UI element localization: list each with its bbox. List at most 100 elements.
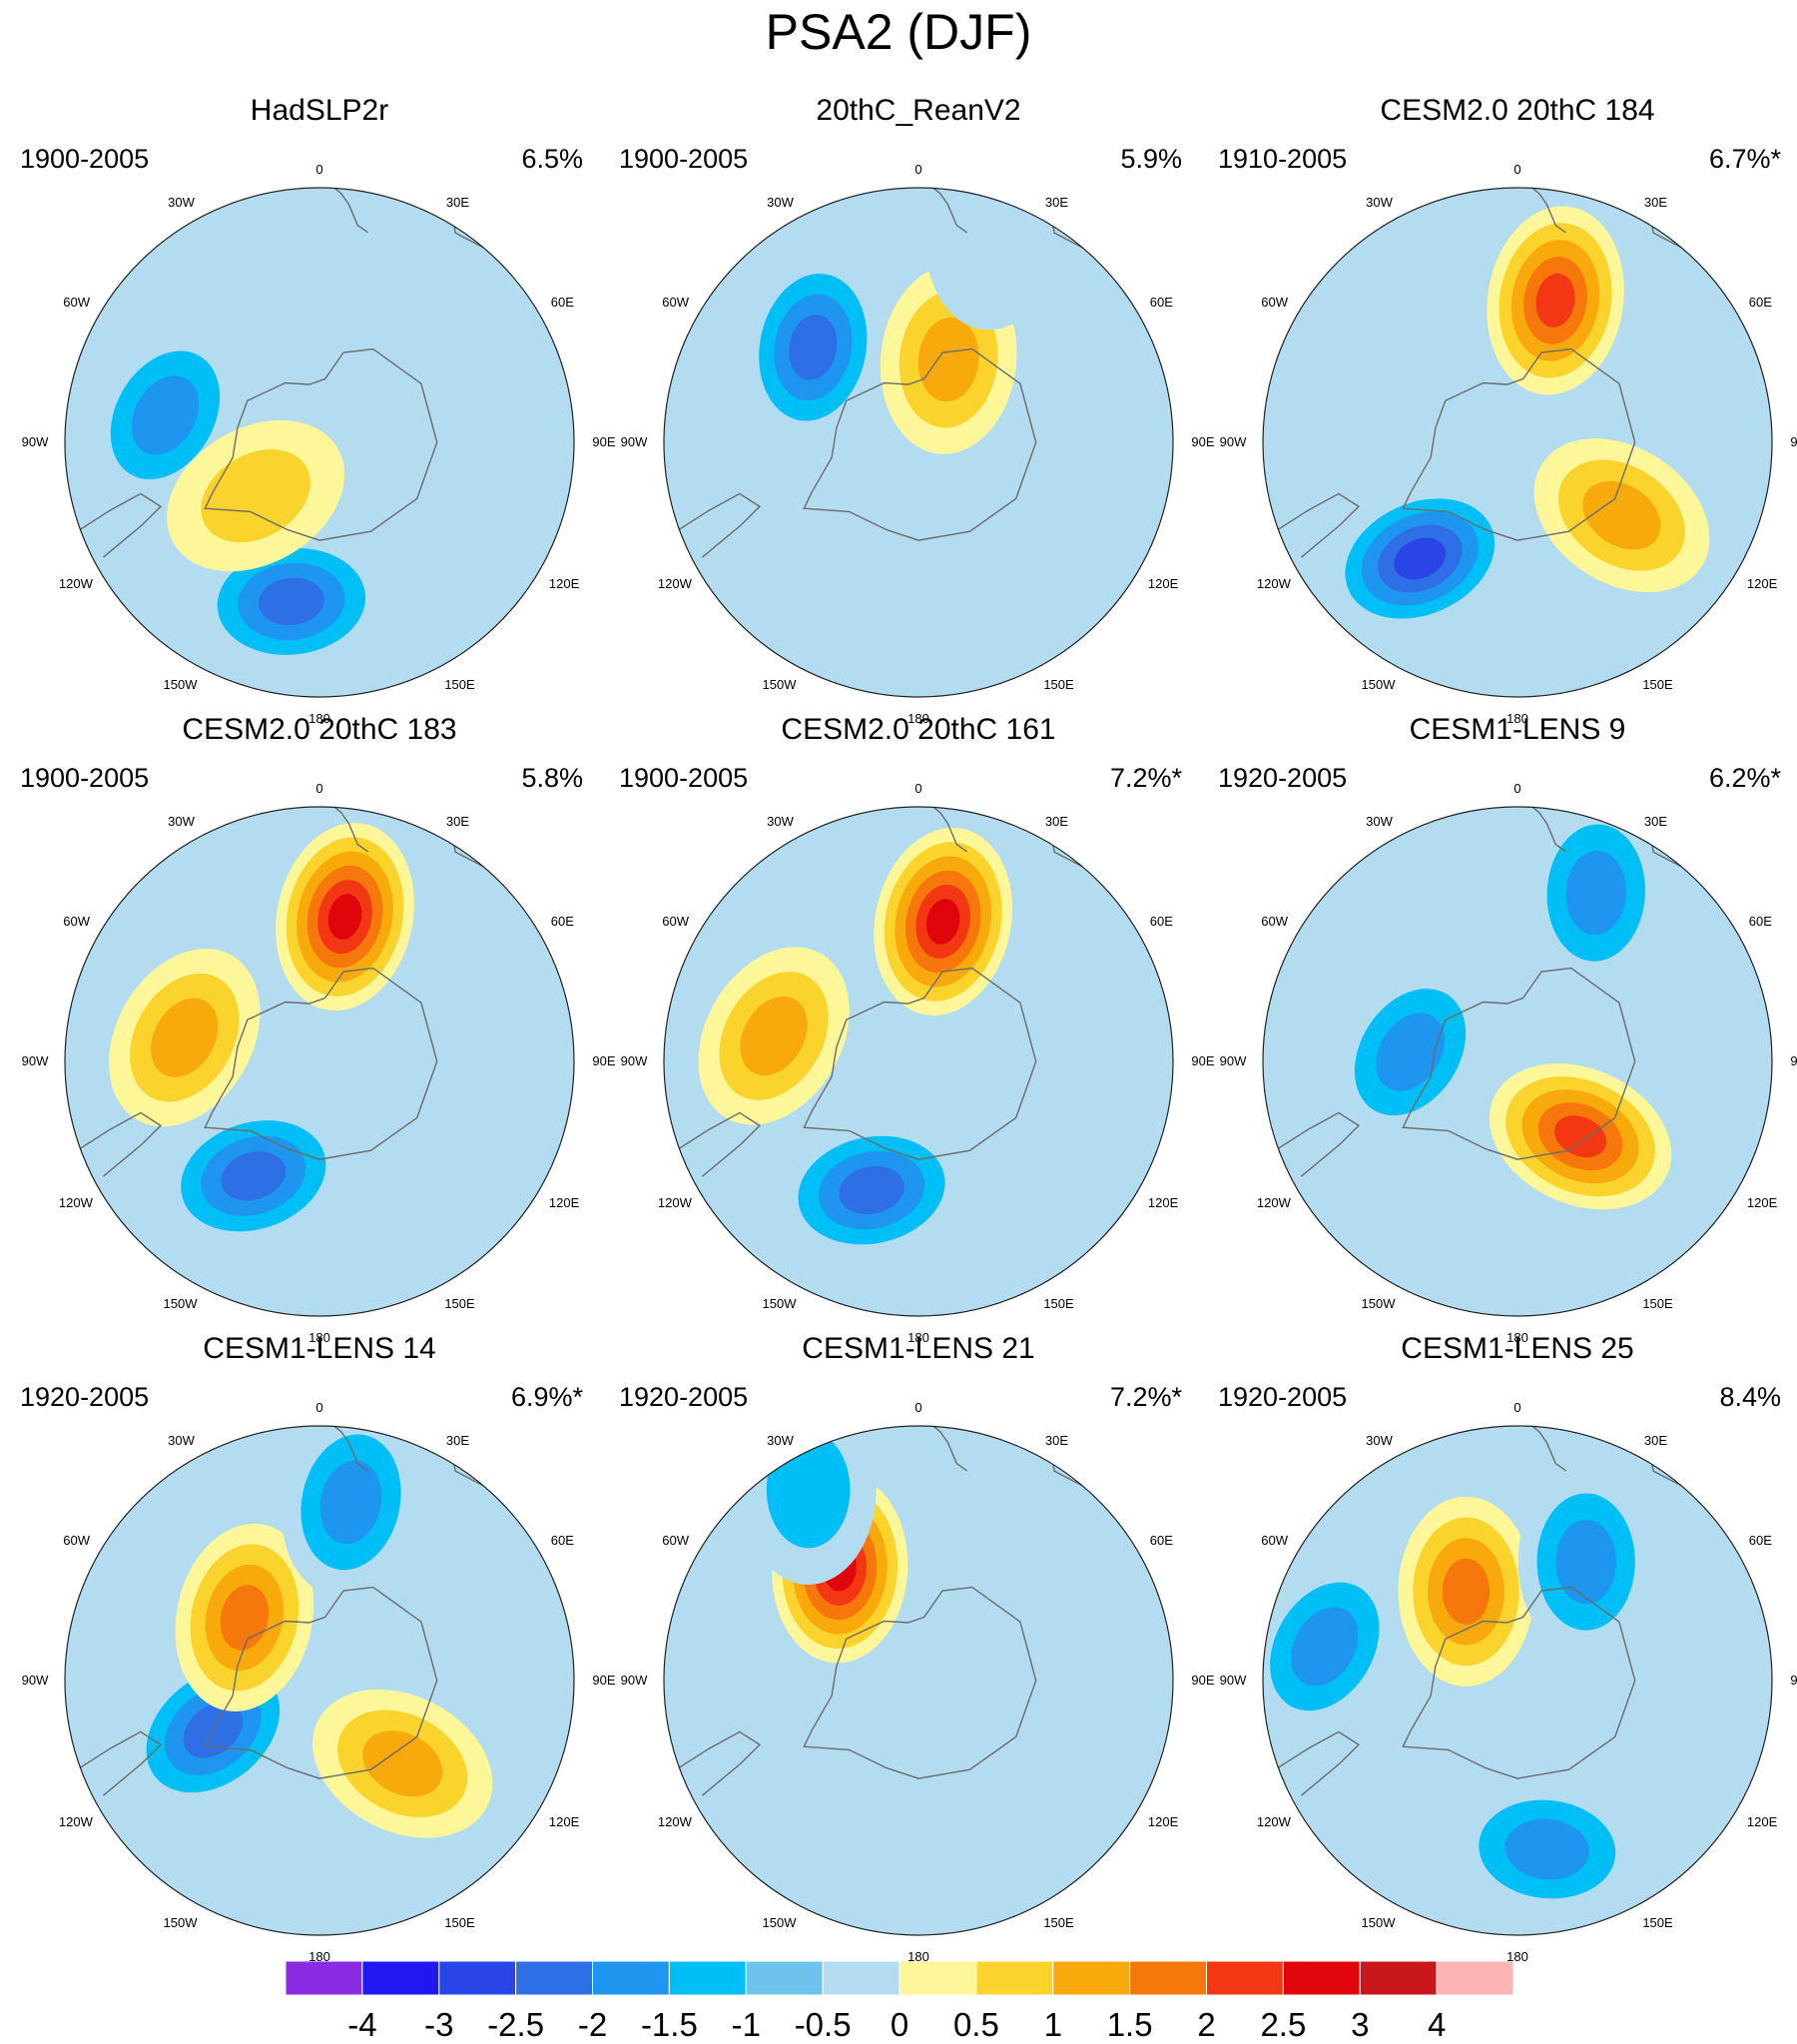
colorbar-swatch bbox=[898, 1961, 977, 1996]
meridian-label: 30E bbox=[445, 814, 470, 830]
new-zealand-coastline bbox=[327, 188, 368, 234]
antarctica-coastline bbox=[204, 967, 438, 1160]
meridian-label: 90W bbox=[620, 1673, 648, 1688]
colorbar-tick: 2 bbox=[1197, 2006, 1216, 2043]
positive-anomaly-contour bbox=[1582, 480, 1661, 550]
negative-anomaly-contour bbox=[839, 1165, 904, 1215]
south-america-coastline bbox=[679, 492, 762, 558]
meridian-label: 60E bbox=[1149, 294, 1173, 310]
positive-anomaly-contour bbox=[327, 894, 362, 940]
new-zealand-coastline bbox=[1525, 1426, 1566, 1472]
colorbar-swatch bbox=[1206, 1961, 1284, 1996]
positive-anomaly-contour bbox=[1554, 1115, 1607, 1158]
antarctica-coastline bbox=[204, 347, 438, 541]
positive-anomaly-contour bbox=[917, 317, 979, 402]
meridian-label: 30E bbox=[1044, 1433, 1069, 1449]
new-zealand-coastline bbox=[926, 188, 967, 234]
map-boundary bbox=[64, 1425, 575, 1936]
colorbar-swatch bbox=[1436, 1961, 1513, 1996]
map-boundary bbox=[64, 187, 575, 698]
period-label: 1900-2005 bbox=[619, 144, 749, 174]
colorbar-swatch bbox=[975, 1961, 1054, 1996]
meridian-label: 180 bbox=[907, 711, 929, 726]
polar-map bbox=[1262, 1425, 1773, 1936]
south-america-coastline bbox=[1278, 492, 1361, 558]
map-boundary bbox=[1262, 187, 1773, 698]
map-boundary bbox=[663, 187, 1174, 698]
antarctica-coastline bbox=[1402, 347, 1636, 541]
antarctica-coastline bbox=[803, 967, 1037, 1160]
meridian-label: 30W bbox=[168, 814, 195, 830]
positive-anomaly-contour bbox=[362, 1730, 443, 1797]
colorbar-tick: 0 bbox=[890, 2006, 909, 2043]
meridian-label: 120E bbox=[548, 1813, 580, 1829]
meridian-label: 90W bbox=[21, 434, 49, 449]
meridian-label: 60E bbox=[550, 294, 574, 310]
polar-map bbox=[663, 1425, 1174, 1936]
meridian-label: 90W bbox=[620, 1053, 648, 1068]
meridian-label: 0 bbox=[315, 781, 323, 796]
background-field bbox=[664, 1426, 1173, 1935]
variance-label: 7.2%* bbox=[1109, 1382, 1182, 1412]
meridian-label: 120E bbox=[548, 575, 580, 591]
colorbar-swatch bbox=[1282, 1961, 1361, 1996]
meridian-label: 30W bbox=[767, 1433, 794, 1449]
south-america-coastline bbox=[80, 492, 163, 558]
meridian-label: 60E bbox=[1149, 1532, 1173, 1548]
meridian-label: 150W bbox=[163, 1296, 198, 1312]
meridian-label: 150W bbox=[163, 677, 198, 693]
meridian-label: 150E bbox=[1642, 1296, 1673, 1312]
meridian-label: 0 bbox=[1513, 162, 1521, 177]
colorbar-tick: 1 bbox=[1043, 2006, 1062, 2043]
meridian-label: 120E bbox=[1746, 1813, 1778, 1829]
meridian-label: 30E bbox=[1643, 195, 1668, 211]
map-panel: CESM1-LENS 21 1920-2005 7.2%* 0 30E 60E 90E 120… bbox=[619, 1331, 1218, 1964]
polar-map bbox=[64, 806, 575, 1317]
antarctica-coastline bbox=[1402, 1586, 1636, 1779]
meridian-label: 90W bbox=[620, 434, 648, 449]
positive-anomaly-contour bbox=[1535, 273, 1575, 328]
meridian-label: 150E bbox=[444, 677, 475, 693]
negative-anomaly-contour bbox=[319, 1460, 382, 1545]
map-panel: CESM2.0 20thC 161 1900-2005 7.2%* 0 30E 60E 90… bbox=[619, 712, 1218, 1345]
meridian-label: 150W bbox=[1361, 1915, 1396, 1931]
meridian-label: 0 bbox=[315, 1400, 323, 1415]
colorbar-tick: -2 bbox=[577, 2006, 608, 2043]
new-zealand-coastline bbox=[926, 1426, 967, 1472]
polar-map bbox=[663, 187, 1174, 698]
meridian-label: 30W bbox=[168, 195, 195, 211]
meridian-label: 30W bbox=[1366, 195, 1393, 211]
panel-title: CESM1-LENS 14 bbox=[203, 1332, 436, 1365]
variance-label: 6.7%* bbox=[1708, 144, 1781, 174]
colorbar-tick: 1.5 bbox=[1106, 2006, 1153, 2043]
meridian-label: 120W bbox=[58, 575, 93, 591]
period-label: 1910-2005 bbox=[1218, 144, 1348, 174]
colorbar-swatch bbox=[1359, 1961, 1438, 1996]
meridian-label: 90E bbox=[1191, 434, 1215, 449]
map-boundary bbox=[663, 1425, 1174, 1936]
meridian-label: 180 bbox=[308, 1330, 330, 1345]
new-zealand-coastline bbox=[1525, 188, 1566, 234]
meridian-label: 150E bbox=[1043, 1296, 1074, 1312]
meridian-label: 120E bbox=[1746, 1194, 1778, 1210]
colorbar-swatch bbox=[1129, 1961, 1207, 1996]
meridian-label: 180 bbox=[907, 1949, 929, 1964]
meridian-label: 60W bbox=[63, 913, 90, 929]
colorbar-swatch bbox=[822, 1961, 900, 1996]
variance-label: 8.4% bbox=[1719, 1382, 1781, 1412]
colorbar-swatch bbox=[361, 1961, 440, 1996]
map-boundary bbox=[64, 806, 575, 1317]
new-zealand-coastline bbox=[1525, 807, 1566, 853]
negative-anomaly-contour bbox=[1555, 1519, 1616, 1605]
colorbar-tick: -0.5 bbox=[794, 2006, 852, 2043]
map-boundary bbox=[1262, 1425, 1773, 1936]
negative-anomaly-contour bbox=[1376, 1013, 1445, 1091]
meridian-label: 90E bbox=[592, 434, 616, 449]
meridian-label: 90W bbox=[21, 1053, 49, 1068]
meridian-label: 180 bbox=[1506, 1330, 1528, 1345]
figure-title: PSA2 (DJF) bbox=[765, 4, 1032, 60]
meridian-label: 90E bbox=[1790, 434, 1797, 449]
meridian-label: 30W bbox=[168, 1433, 195, 1449]
meridian-label: 150W bbox=[762, 1296, 797, 1312]
panel-title: HadSLP2r bbox=[250, 94, 389, 127]
